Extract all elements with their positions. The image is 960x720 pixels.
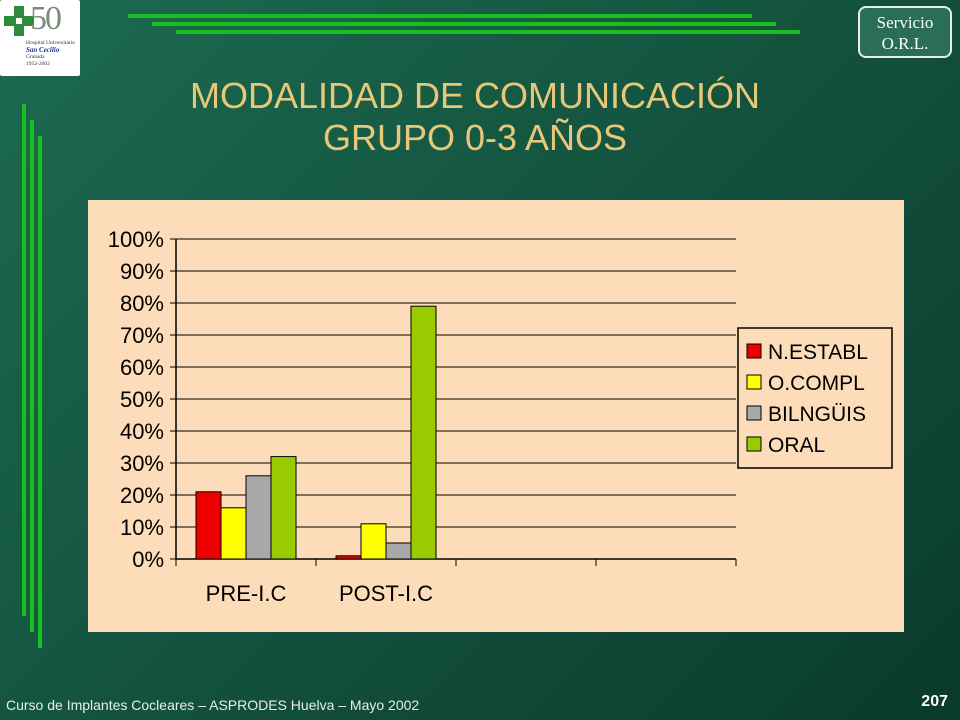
side-decor-line-3 [38,136,42,648]
y-tick-label: 40% [120,419,164,444]
bar-o-compl [360,523,387,560]
hospital-logo: 50 Hospital Universitario San Cecilio Gr… [0,0,80,76]
x-tick-label: PRE-I.C [206,581,287,606]
footer-text: Curso de Implantes Cocleares – ASPRODES … [6,697,420,713]
y-tick-label: 90% [120,259,164,284]
badge-line-2: O.R.L. [881,34,929,53]
bar-oral [270,456,297,560]
badge-line-1: Servicio [876,13,934,32]
legend-swatch [746,343,762,359]
legend-swatch [746,436,762,452]
service-badge: Servicio O.R.L. [858,6,952,58]
legend-swatch [746,405,762,421]
y-tick-label: 20% [120,483,164,508]
bar-n-establ [195,491,222,560]
bar-bilng-is [385,542,412,560]
chart-panel: 0% 10% 20% 30% 40% 50% 60% 70% 80% 90% 100% PRE-I.C… [88,200,904,632]
y-tick-label: 0% [132,547,164,572]
y-tick-label: 50% [120,387,164,412]
top-decor-line-3 [176,30,800,34]
top-decor-line-2 [152,22,776,26]
logo-line-4: 1952-2002 [26,61,50,67]
legend-box [737,327,893,469]
legend-label: ORAL [768,434,825,457]
logo-line-2: San Cecilio [26,46,60,54]
legend-label: BILNGÜIS [768,403,866,426]
top-decor-line-1 [128,14,752,18]
bar-bilng-is [245,475,272,560]
slide-subtitle: GRUPO 0-3 AÑOS [322,117,628,158]
y-tick-label: 60% [120,355,164,380]
x-tick-label: POST-I.C [339,581,433,606]
y-tick-label: 30% [120,451,164,476]
legend-label: N.ESTABL [768,341,868,364]
page-number: 207 [921,693,948,710]
logo-caption: Hospital Universitario San Cecilio Grana… [26,40,80,68]
logo-anniversary-number: 50 [30,0,62,37]
bar-n-establ [335,555,362,560]
y-tick-label: 70% [120,323,164,348]
legend-label: O.COMPL [768,372,865,395]
bar-o-compl [220,507,247,560]
y-tick-label: 10% [120,515,164,540]
y-tick-label: 100% [108,227,164,252]
bar-oral [410,305,437,560]
logo-line-3: Granada [26,54,45,60]
legend-swatch [746,374,762,390]
side-decor-line-1 [22,104,26,616]
logo-line-1: Hospital Universitario [26,40,76,46]
hospital-cross-icon [4,6,34,36]
slide-title: MODALIDAD DE COMUNICACIÓN [189,75,761,116]
bar-chart: 0% 10% 20% 30% 40% 50% 60% 70% 80% 90% 100% PRE-I.C… [108,227,893,606]
side-decor-line-2 [30,120,34,632]
y-tick-label: 80% [120,291,164,316]
